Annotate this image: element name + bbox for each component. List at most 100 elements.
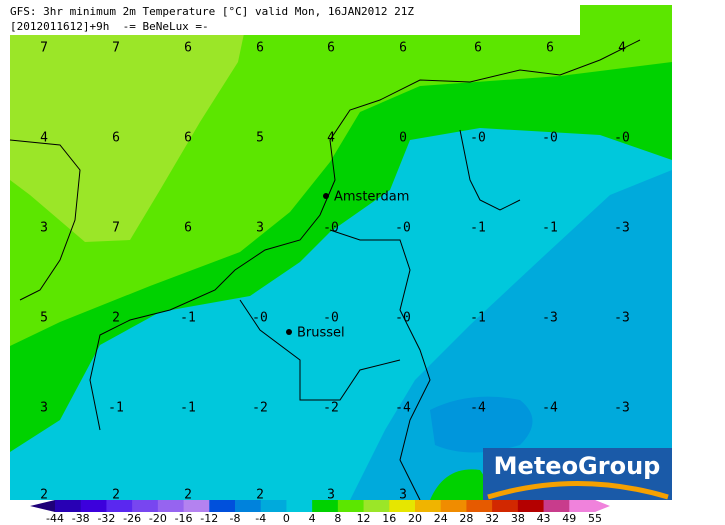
header-box	[5, 3, 580, 35]
legend-swatch	[543, 500, 570, 512]
legend-label: 20	[408, 512, 422, 525]
grid-value: 6	[399, 41, 407, 56]
legend-label: -8	[230, 512, 241, 525]
grid-value: -4	[542, 401, 558, 416]
grid-value: -1	[180, 311, 196, 326]
grid-value: 6	[256, 41, 264, 56]
grid-value: 2	[112, 311, 120, 326]
grid-value: 2	[112, 488, 120, 503]
grid-value: 7	[112, 221, 120, 236]
grid-value: -2	[323, 401, 339, 416]
legend-label: 38	[511, 512, 525, 525]
grid-value: -3	[614, 221, 630, 236]
grid-value: -1	[108, 401, 124, 416]
grid-value: -1	[470, 221, 486, 236]
grid-value: -3	[614, 401, 630, 416]
grid-value: -1	[180, 401, 196, 416]
legend-label: 24	[434, 512, 448, 525]
grid-value: 0	[399, 131, 407, 146]
legend-swatch	[389, 500, 416, 512]
legend-swatch	[209, 500, 236, 512]
legend-swatch	[440, 500, 467, 512]
legend-label: -44	[46, 512, 64, 525]
overlay: 7 7 6 6 6 6 6 6 4 4 6 6 5 4 0 -0 -0 -0 3 7 6 3 -0 -0 -1 -1 -3 5 2 -1 -…	[30, 41, 630, 525]
legend-swatch	[132, 500, 159, 512]
legend-swatch	[157, 500, 185, 512]
legend-label: 55	[588, 512, 602, 525]
legend-swatch	[80, 500, 107, 512]
grid-value: -0	[614, 131, 630, 146]
legend-swatch	[492, 500, 519, 512]
grid-value: 3	[40, 221, 48, 236]
coldest-zone	[430, 396, 533, 453]
header-line: GFS: 3hr minimum 2m Temperature [°C] val…	[10, 5, 414, 18]
legend-label: 4	[309, 512, 316, 525]
city-dot	[323, 193, 329, 199]
grid-value: 6	[184, 131, 192, 146]
grid-value: 2	[256, 488, 264, 503]
grid-value: -1	[542, 221, 558, 236]
grid-value: -2	[252, 401, 268, 416]
legend-label: 43	[537, 512, 551, 525]
legend-swatch	[106, 500, 133, 512]
grid-value: 6	[327, 41, 335, 56]
legend-swatch	[260, 500, 287, 512]
grid-value: 3	[256, 221, 264, 236]
grid-value: -0	[323, 311, 339, 326]
legend-label: 16	[382, 512, 396, 525]
grid-value: 4	[40, 131, 48, 146]
header-line: [2012011612]+9h -= BeNeLux =-	[10, 20, 209, 33]
legend-label: -12	[200, 512, 218, 525]
legend-swatch	[517, 500, 545, 512]
grid-value: 3	[399, 488, 407, 503]
grid-value: 6	[546, 41, 554, 56]
legend-label: -4	[255, 512, 266, 525]
grid-value: 2	[184, 488, 192, 503]
grid-value: -3	[614, 311, 630, 326]
grid-value: 6	[474, 41, 482, 56]
grid-value: -4	[470, 401, 486, 416]
legend-label: -26	[123, 512, 141, 525]
legend-swatch	[55, 500, 82, 512]
grid-value: -0	[395, 311, 411, 326]
legend-swatch	[466, 500, 493, 512]
grid-value: -3	[542, 311, 558, 326]
grid-value: 7	[112, 41, 120, 56]
legend-swatch	[183, 500, 210, 512]
logo-arc	[487, 481, 669, 500]
city-dot	[286, 329, 292, 335]
legend-swatch	[363, 500, 390, 512]
grid-value: 7	[40, 41, 48, 56]
city-label: Brussel	[297, 326, 345, 341]
grid-value: -1	[470, 311, 486, 326]
grid-value: -0	[542, 131, 558, 146]
grid-value: -0	[252, 311, 268, 326]
city-label: Amsterdam	[334, 190, 409, 205]
legend-swatch	[569, 500, 596, 512]
grid-value: -0	[395, 221, 411, 236]
grid-value: -0	[470, 131, 486, 146]
yellow-green-zone	[10, 5, 250, 242]
grid-value: 3	[327, 488, 335, 503]
legend-label: 28	[459, 512, 473, 525]
legend-label: -32	[97, 512, 115, 525]
grid-value: 6	[112, 131, 120, 146]
cold-zone	[350, 170, 672, 500]
grid-value: 5	[256, 131, 264, 146]
grid-value: 3	[40, 401, 48, 416]
legend-swatch	[235, 500, 262, 512]
legend-swatch	[312, 500, 339, 512]
legend-label: 8	[334, 512, 341, 525]
logo-text: MeteoGroup	[494, 452, 661, 480]
grid-value: 6	[184, 221, 192, 236]
legend-swatch	[286, 500, 313, 512]
legend-label: -16	[175, 512, 193, 525]
grid-value: 2	[40, 488, 48, 503]
legend-label: 12	[357, 512, 371, 525]
legend-arrow	[595, 500, 610, 512]
legend-label: 32	[485, 512, 499, 525]
legend-label: -38	[72, 512, 90, 525]
legend-swatch	[337, 500, 365, 512]
grid-value: 6	[184, 41, 192, 56]
